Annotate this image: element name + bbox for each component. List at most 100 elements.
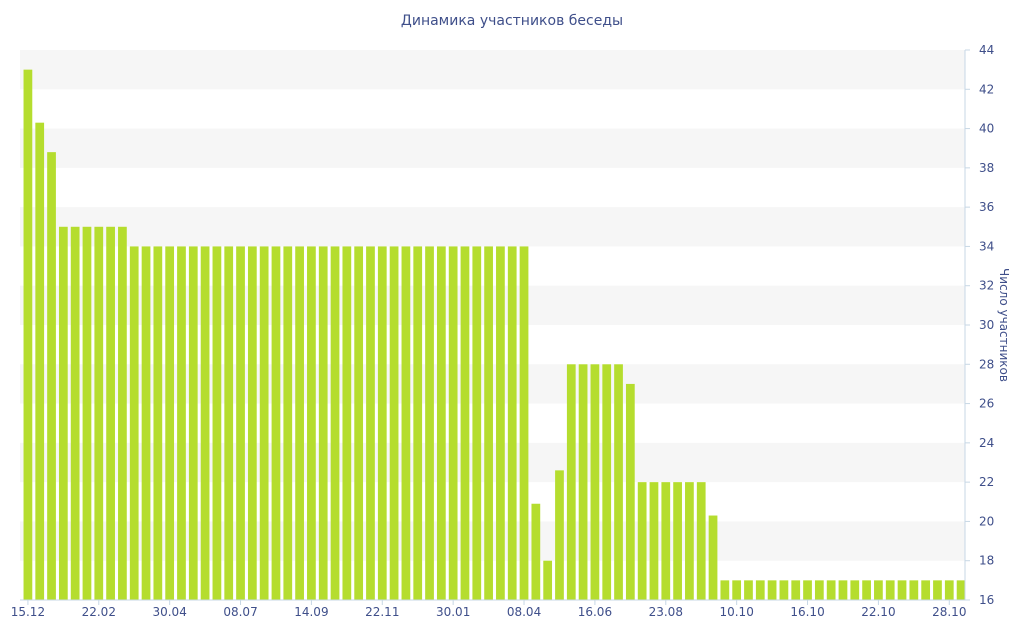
bar[interactable] bbox=[625, 383, 635, 600]
bar[interactable] bbox=[956, 580, 966, 600]
bar[interactable] bbox=[200, 246, 210, 600]
bar[interactable] bbox=[708, 515, 718, 600]
bar[interactable] bbox=[307, 246, 316, 600]
bar[interactable] bbox=[484, 246, 493, 600]
bar[interactable] bbox=[779, 580, 789, 600]
bar[interactable] bbox=[224, 246, 234, 600]
bar[interactable] bbox=[212, 246, 222, 600]
bar[interactable] bbox=[838, 580, 848, 600]
bar[interactable] bbox=[767, 580, 777, 600]
bar[interactable] bbox=[555, 470, 564, 600]
x-axis-ticks: 15.12 22.02 30.04 08.07 14.09 22.11 30.01 08.04… bbox=[11, 600, 966, 619]
bar[interactable] bbox=[921, 580, 931, 600]
bar[interactable] bbox=[732, 580, 742, 600]
bar[interactable] bbox=[342, 246, 352, 600]
bar[interactable] bbox=[82, 226, 92, 601]
bar[interactable] bbox=[531, 503, 541, 600]
y-tick-label: 22 bbox=[979, 475, 994, 489]
bar[interactable] bbox=[23, 69, 33, 600]
bar[interactable] bbox=[507, 246, 517, 600]
bars bbox=[23, 69, 966, 601]
bar[interactable] bbox=[602, 364, 612, 600]
bar[interactable] bbox=[377, 246, 387, 600]
bar[interactable] bbox=[106, 226, 115, 601]
bar[interactable] bbox=[590, 364, 600, 600]
bar[interactable] bbox=[543, 560, 553, 600]
bar[interactable] bbox=[295, 246, 304, 600]
bar[interactable] bbox=[165, 246, 175, 600]
bar[interactable] bbox=[637, 482, 647, 600]
bar[interactable] bbox=[897, 580, 907, 600]
bar[interactable] bbox=[566, 364, 576, 600]
bar[interactable] bbox=[791, 580, 801, 600]
y-axis-ticks: 16 18 20 22 24 26 28 30 32 34 36 38 40 42 44 bbox=[965, 43, 994, 607]
y-tick-label: 28 bbox=[979, 357, 994, 371]
y-tick-label: 38 bbox=[979, 161, 994, 175]
bar[interactable] bbox=[673, 482, 682, 600]
bar[interactable] bbox=[755, 580, 765, 600]
bar[interactable] bbox=[744, 580, 753, 600]
bar[interactable] bbox=[236, 246, 245, 600]
x-tick-label: 08.04 bbox=[507, 605, 541, 619]
bar[interactable] bbox=[614, 364, 623, 600]
bar[interactable] bbox=[578, 364, 588, 600]
bar[interactable] bbox=[47, 152, 56, 600]
bar[interactable] bbox=[826, 580, 836, 600]
y-tick-label: 24 bbox=[979, 436, 994, 450]
bar[interactable] bbox=[472, 246, 482, 600]
y-tick-label: 36 bbox=[979, 200, 994, 214]
bar[interactable] bbox=[519, 246, 529, 600]
bar[interactable] bbox=[58, 226, 68, 601]
bar[interactable] bbox=[720, 580, 730, 600]
bar[interactable] bbox=[129, 246, 139, 600]
bar[interactable] bbox=[425, 246, 434, 600]
bar[interactable] bbox=[283, 246, 293, 600]
bar[interactable] bbox=[318, 246, 328, 600]
bar[interactable] bbox=[933, 580, 942, 600]
bar[interactable] bbox=[696, 482, 706, 600]
y-tick-label: 40 bbox=[979, 122, 994, 136]
bar[interactable] bbox=[413, 246, 423, 600]
bar[interactable] bbox=[685, 482, 694, 600]
bar[interactable] bbox=[401, 246, 411, 600]
bar[interactable] bbox=[661, 482, 671, 600]
bar[interactable] bbox=[814, 580, 824, 600]
bar[interactable] bbox=[944, 580, 954, 600]
bar[interactable] bbox=[177, 246, 186, 600]
bar[interactable] bbox=[850, 580, 860, 600]
x-tick-label: 10.10 bbox=[719, 605, 753, 619]
bar[interactable] bbox=[259, 246, 269, 600]
x-tick-label: 22.02 bbox=[82, 605, 116, 619]
bar[interactable] bbox=[496, 246, 505, 600]
bar[interactable] bbox=[448, 246, 458, 600]
bar[interactable] bbox=[35, 122, 45, 600]
bar[interactable] bbox=[188, 246, 198, 600]
x-tick-label: 28.10 bbox=[932, 605, 966, 619]
x-tick-label: 15.12 bbox=[11, 605, 45, 619]
y-tick-label: 16 bbox=[979, 593, 994, 607]
bar[interactable] bbox=[330, 246, 340, 600]
y-tick-label: 20 bbox=[979, 514, 994, 528]
y-axis-label: Число участников bbox=[997, 268, 1011, 382]
bar[interactable] bbox=[862, 580, 871, 600]
bar[interactable] bbox=[874, 580, 883, 600]
bar[interactable] bbox=[153, 246, 163, 600]
bar[interactable] bbox=[909, 580, 919, 600]
bar[interactable] bbox=[247, 246, 257, 600]
bar[interactable] bbox=[460, 246, 470, 600]
bar[interactable] bbox=[70, 226, 80, 601]
bar[interactable] bbox=[271, 246, 281, 600]
bar[interactable] bbox=[436, 246, 446, 600]
bar[interactable] bbox=[94, 226, 104, 601]
bar[interactable] bbox=[366, 246, 375, 600]
bar[interactable] bbox=[118, 226, 127, 601]
bar[interactable] bbox=[649, 482, 659, 600]
bar[interactable] bbox=[354, 246, 364, 600]
y-tick-label: 32 bbox=[979, 279, 994, 293]
bar[interactable] bbox=[389, 246, 399, 600]
bar[interactable] bbox=[141, 246, 151, 600]
bar[interactable] bbox=[885, 580, 895, 600]
bar[interactable] bbox=[803, 580, 812, 600]
